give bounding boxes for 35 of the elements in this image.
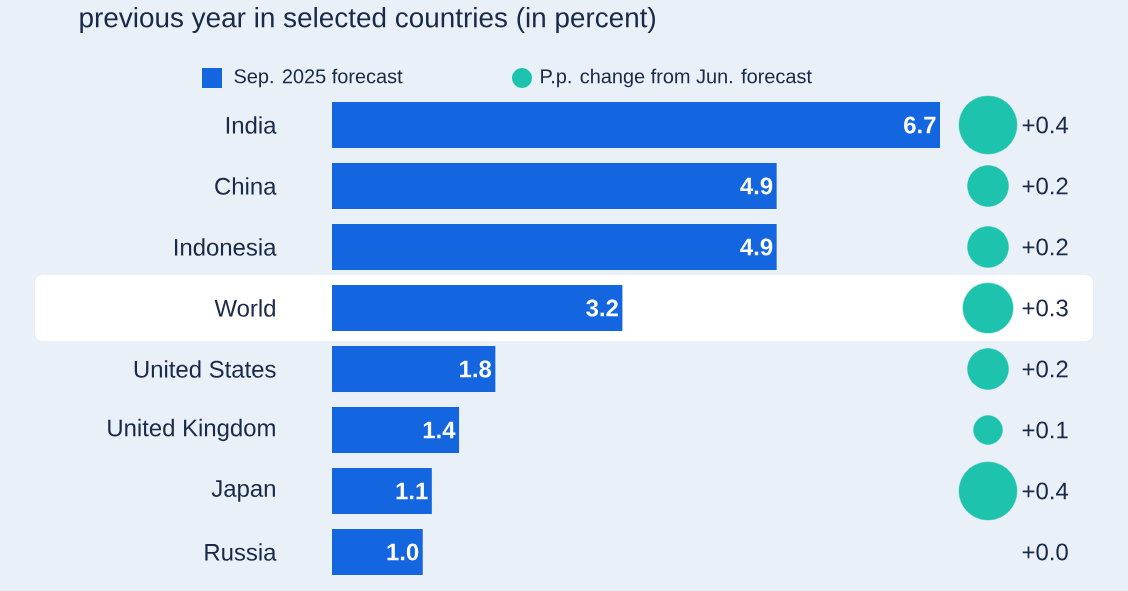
data-label: +0.2	[1022, 238, 1068, 256]
data-label: +0.3	[1022, 299, 1068, 317]
y-tick-label: China	[215, 177, 277, 195]
data-label: 1.1	[396, 482, 428, 500]
y-tick-label: Japan	[211, 480, 275, 502]
y-tick-label: World	[214, 299, 275, 317]
bar	[332, 529, 423, 575]
data-label: +0.2	[1022, 177, 1068, 195]
data-label: 1.4	[423, 421, 456, 439]
y-tick-label: United States	[134, 360, 276, 378]
bar	[332, 407, 460, 453]
data-label: +0.2	[1022, 360, 1068, 378]
data-label: 4.9	[740, 238, 773, 256]
data-label: +0.0	[1022, 543, 1068, 561]
y-tick-label: Indonesia	[174, 238, 277, 256]
y-tick-label: India	[226, 116, 277, 134]
bar	[332, 102, 940, 148]
data-label: +0.1	[1022, 421, 1068, 439]
data-label: 4.9	[740, 177, 773, 195]
bar	[332, 285, 623, 331]
data-label: 6.7	[904, 116, 936, 134]
data-label: +0.4	[1022, 116, 1069, 134]
data-label: 1.0	[387, 543, 419, 561]
data-label: 3.2	[586, 299, 618, 317]
bar	[332, 163, 777, 209]
y-tick-label: Russia	[205, 543, 277, 561]
data-label: +0.4	[1022, 482, 1069, 500]
bar	[332, 346, 496, 392]
chart-title: previous year in selected countries (in percent)	[80, 7, 656, 33]
legend-label: Sep. 2025 forecast	[234, 68, 403, 88]
legend-label: P.p. change from Jun. forecast	[541, 68, 812, 88]
bar	[332, 224, 777, 270]
bar	[332, 468, 432, 514]
data-label: 1.8	[460, 360, 492, 378]
y-tick-label: United Kingdom	[108, 418, 275, 442]
